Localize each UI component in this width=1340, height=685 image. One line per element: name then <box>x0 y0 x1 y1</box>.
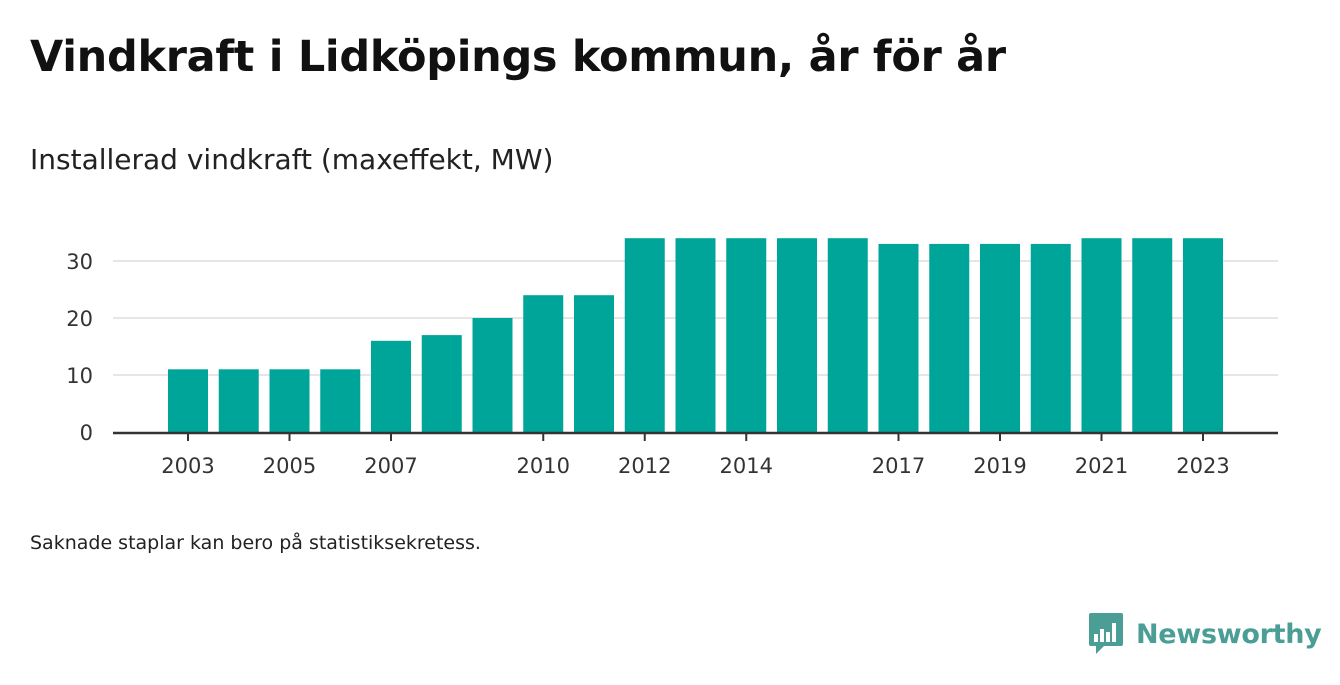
bar-2016 <box>827 238 868 432</box>
x-tick-label-2007: 2007 <box>364 454 417 478</box>
bar-2010 <box>523 295 564 432</box>
y-tick-label-0: 0 <box>80 421 93 445</box>
y-tick-label-10: 10 <box>66 364 93 388</box>
bar-2022 <box>1132 238 1173 432</box>
x-axis <box>113 431 1278 441</box>
bar-2017 <box>878 243 919 432</box>
bar-2009 <box>472 318 513 432</box>
x-tick-label-2017: 2017 <box>872 454 925 478</box>
chart-subtitle: Installerad vindkraft (maxeffekt, MW) <box>30 143 554 176</box>
x-tick-label-2023: 2023 <box>1176 454 1229 478</box>
newsworthy-logo-icon <box>1089 613 1123 654</box>
bar-2020 <box>1030 243 1071 432</box>
bar-2005 <box>269 369 310 432</box>
x-axis-tick-labels: 2003 2005 2007 2010 2012 2014 2017 2019 2021 2023 <box>161 454 1229 478</box>
bar-2014 <box>726 238 767 432</box>
x-tick-label-2019: 2019 <box>973 454 1026 478</box>
bar-2011 <box>574 295 614 432</box>
bar-2015 <box>777 238 817 432</box>
bar-2013 <box>675 238 716 432</box>
y-axis-tick-labels: 0 10 20 30 <box>66 250 93 445</box>
bar-2008 <box>421 335 462 432</box>
bar-2007 <box>371 340 411 432</box>
brand-name: Newsworthy <box>1136 618 1322 650</box>
bar-2006 <box>320 369 361 432</box>
y-tick-label-20: 20 <box>66 307 93 331</box>
x-tick-label-2012: 2012 <box>618 454 671 478</box>
x-tick-label-2021: 2021 <box>1075 454 1128 478</box>
bar-2021 <box>1081 238 1122 432</box>
x-tick-label-2014: 2014 <box>720 454 773 478</box>
bar-2012 <box>624 238 665 432</box>
x-tick-label-2003: 2003 <box>161 454 214 478</box>
bar-2004 <box>218 369 259 432</box>
bar-chart: 0 10 20 30 2003 2005 2007 2010 2012 2014 2017 2019… <box>66 238 1278 478</box>
bar-2003 <box>168 369 208 432</box>
bars <box>168 238 1223 432</box>
x-tick-label-2005: 2005 <box>263 454 316 478</box>
x-tick-label-2010: 2010 <box>517 454 570 478</box>
bar-2018 <box>929 243 970 432</box>
y-tick-label-30: 30 <box>66 250 93 274</box>
bar-2019 <box>980 243 1020 432</box>
chart-title: Vindkraft i Lidköpings kommun, år för år <box>30 32 1006 82</box>
footnote: Saknade staplar kan bero på statistiksek… <box>30 532 481 554</box>
brand-logo: Newsworthy <box>1088 611 1322 657</box>
bar-2023 <box>1183 238 1223 432</box>
